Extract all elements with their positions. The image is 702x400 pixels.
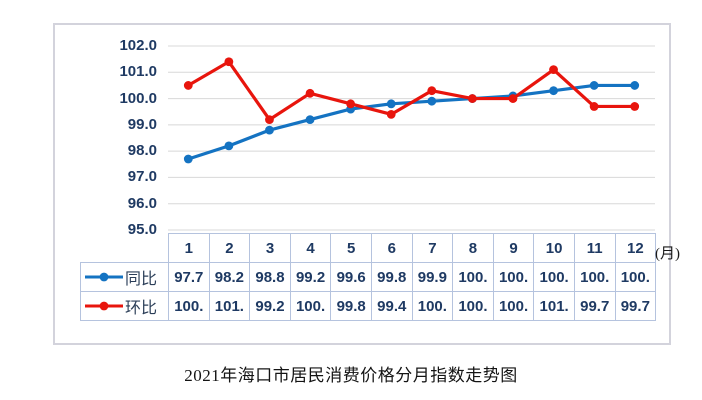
value-cell: 97.7 [168,262,210,292]
month-header-cell: 12 [614,233,657,263]
data-point-marker [630,102,640,111]
data-point-marker [386,99,396,109]
value-cell: 100. [289,291,332,321]
value-cell: 99.8 [370,262,413,292]
value-cell: 100. [411,291,454,321]
data-point-marker [386,109,396,119]
value-cell: 100. [533,262,575,292]
y-axis-tick-label: 102.0 [119,37,157,54]
value-cell: 98.2 [208,262,251,292]
legend-cell-1: 环比 [80,291,169,321]
data-table: 1 2 3 4 5 6 7 8 9 10 11 12 同比 97.7 98.2 98.8 99.2 99.6 99.… [80,233,657,321]
month-header-cell: 5 [330,233,372,263]
data-point-marker [630,81,640,90]
series-table-row: 同比 97.7 98.2 98.8 99.2 99.6 99.8 99.9 100. 100. 10… [80,262,657,292]
chart-caption: 2021年海口市居民消费价格分月指数走势图 [184,366,518,385]
month-header-cell: 2 [208,233,251,263]
table-corner-spacer [81,234,169,263]
series-table-row: 环比 100. 101. 99.2 100. 99.8 99.4 100. 100. 100. 10… [80,291,657,321]
value-cell: 99.2 [249,291,291,321]
data-point-marker [183,154,193,164]
month-header-cell: 1 [168,233,210,263]
value-cell: 99.4 [370,291,413,321]
data-point-marker [224,141,234,151]
data-point-marker [183,81,193,90]
y-axis: 102.0 101.0 100.0 99.0 98.0 97.0 96.0 95.0 [55,25,157,343]
y-axis-tick-label: 99.0 [127,115,157,133]
value-cell: 101. [208,291,251,321]
value-cell: 100. [452,291,494,321]
value-cell: 99.8 [330,291,372,321]
month-header-cell: 3 [249,233,291,263]
legend-line-marker-icon [85,301,123,311]
data-point-marker [224,57,234,67]
value-cell: 100. [168,291,210,321]
series-line-1 [187,60,635,122]
data-point-marker [549,86,558,96]
data-point-marker [427,86,437,96]
y-axis-tick-label: 101.0 [119,63,157,81]
data-point-marker [549,65,558,75]
legend-label: 环比 [125,300,158,317]
legend-line-marker-icon [85,272,123,282]
month-header-cell: 11 [573,233,616,263]
y-axis-tick-label: 96.0 [127,194,157,212]
value-cell: 100. [492,262,535,292]
value-cell: 99.7 [573,291,616,321]
month-header-row: 1 2 3 4 5 6 7 8 9 10 11 12 [81,233,657,263]
legend-cell-0: 同比 [80,262,169,292]
line-chart-plot [168,45,655,231]
data-point-marker [265,125,274,135]
data-point-marker [467,94,477,103]
month-header-cell: 4 [289,233,332,263]
y-axis-tick-label: 97.0 [127,168,157,186]
value-cell: 100. [614,262,657,292]
month-header-cell: 10 [533,233,575,263]
y-axis-tick-label: 100.0 [119,89,157,107]
value-cell: 99.2 [289,262,332,292]
data-point-marker [305,88,315,98]
value-cell: 99.6 [330,262,372,292]
value-cell: 99.7 [614,291,657,321]
y-axis-tick-label: 98.0 [127,142,157,160]
data-point-marker [589,81,599,90]
data-point-marker [427,96,437,106]
y-axis-tick-label: 95.0 [127,221,157,238]
data-point-marker [346,99,356,109]
data-point-marker [265,115,274,124]
month-header-cell: 9 [492,233,535,263]
value-cell: 100. [452,262,494,292]
value-cell: 100. [573,262,616,292]
x-axis-unit-label: (月) [655,246,680,262]
data-point-marker [589,102,599,111]
value-cell: 98.8 [249,262,291,292]
value-cell: 99.9 [411,262,454,292]
legend-label: 同比 [125,271,158,288]
month-header-cell: 8 [452,233,494,263]
month-header-cell: 6 [370,233,413,263]
month-header-cell: 7 [411,233,454,263]
data-point-marker [508,94,518,103]
value-cell: 101. [533,291,575,321]
value-cell: 100. [492,291,535,321]
data-point-marker [305,115,315,124]
series-line-0 [187,83,635,161]
